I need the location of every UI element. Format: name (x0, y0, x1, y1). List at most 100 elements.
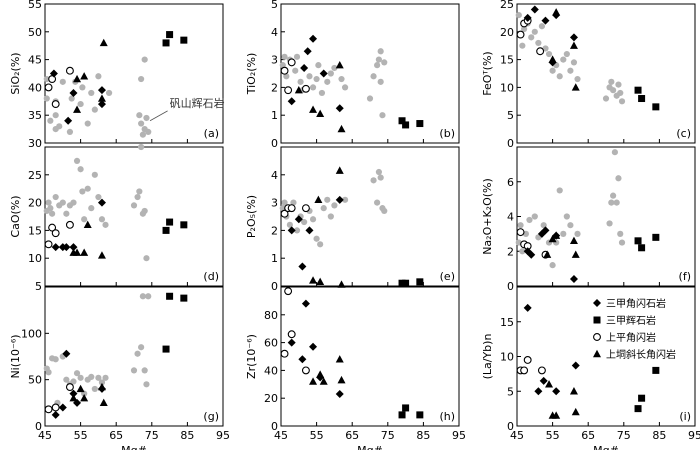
square-point (402, 279, 410, 287)
square-point (162, 226, 170, 234)
gray-point (138, 344, 145, 351)
panel-frame (280, 146, 460, 287)
gray-point (70, 378, 77, 385)
gray-point (63, 210, 70, 217)
panel-frame (44, 286, 224, 427)
gray-point (374, 199, 381, 206)
diamond-point (51, 243, 60, 252)
y-axis-label: Na₂O+K₂O(%) (481, 178, 494, 255)
gray-point (145, 128, 152, 135)
circle-point (516, 30, 525, 39)
circle-point (284, 287, 293, 296)
y-tick-label: 1 (271, 109, 278, 122)
gray-point (141, 207, 148, 215)
gray-point (52, 112, 59, 119)
gray-point (574, 75, 581, 83)
gray-point (338, 75, 345, 83)
diamond-point (301, 299, 310, 308)
circle-point (280, 66, 289, 75)
gray-point (279, 205, 286, 212)
diamond-point (62, 349, 71, 358)
y-tick-label: 80 (264, 309, 278, 322)
square-point (402, 404, 410, 412)
gray-point (70, 199, 77, 206)
triangle-point (337, 375, 346, 384)
gray-point (105, 89, 113, 97)
x-tick-label: 55 (74, 429, 88, 442)
x-tick-label: 55 (310, 429, 324, 442)
y-tick-label: 30 (28, 137, 42, 150)
gray-point (563, 213, 570, 220)
diamond-point (527, 250, 536, 259)
diamond-point (287, 338, 296, 347)
x-tick-label: 95 (216, 429, 230, 442)
y-tick-label: 20 (264, 392, 278, 405)
panel-tag: (h) (439, 410, 455, 423)
triangle-point (335, 60, 344, 69)
panel-frame (516, 3, 696, 144)
triangle-point (309, 105, 318, 113)
gray-point (526, 216, 533, 224)
y-tick-label: 5 (271, 0, 278, 11)
y-tick-label: 50 (28, 374, 42, 387)
circle-point (44, 83, 53, 92)
gray-point (98, 216, 106, 223)
diamond-point (309, 342, 318, 351)
circle-point (65, 66, 74, 75)
gray-point (318, 89, 326, 97)
x-tick-label: 85 (180, 429, 194, 442)
gray-point (145, 293, 152, 300)
gray-point (563, 50, 570, 58)
diamond-point (523, 13, 532, 22)
gray-point (45, 199, 52, 206)
square-point (652, 103, 660, 111)
gray-point (617, 89, 624, 97)
x-tick-label: 75 (617, 429, 631, 442)
gray-point (301, 218, 308, 226)
y-tick-label: 2 (271, 81, 278, 94)
circle-point (280, 349, 289, 358)
gray-point (81, 216, 88, 223)
square-point (166, 292, 174, 300)
square-point (166, 31, 174, 39)
gray-point (88, 373, 95, 380)
gray-point (143, 381, 150, 388)
triangle-point (309, 377, 318, 385)
square-point (634, 237, 642, 245)
y-tick-label: 20 (500, 26, 514, 39)
diamond-point (571, 361, 580, 370)
gray-point (52, 356, 59, 363)
panel-g: 0 50 100 45 55 65 75 85 95 Ni(10⁻⁶) Mg# (g) (9, 286, 230, 450)
legend-marker-triangle (593, 349, 601, 358)
gray-point (297, 78, 304, 85)
y-tick-label: 25 (500, 0, 514, 11)
y-tick-label: 5 (35, 280, 42, 293)
triangle-point (337, 280, 346, 288)
diamond-point (287, 97, 296, 106)
diamond-point (97, 86, 106, 95)
triangle-point (69, 394, 78, 402)
gray-point (370, 73, 377, 80)
gray-point (570, 59, 578, 66)
gray-point (519, 42, 526, 49)
gray-point (63, 376, 70, 383)
diamond-point (62, 243, 71, 252)
diamond-point (305, 226, 314, 235)
diamond-point (298, 262, 307, 271)
gray-point (286, 221, 293, 228)
panel-tag: (f) (679, 270, 691, 283)
y-tick-label: 3 (271, 54, 278, 67)
gray-point (143, 255, 150, 262)
triangle-point (73, 74, 82, 83)
gray-point (98, 379, 106, 386)
diamond-point (69, 389, 78, 398)
triangle-point (571, 407, 580, 416)
y-tick-label: 4 (271, 169, 278, 182)
gray-point (517, 222, 524, 229)
gray-point (138, 120, 145, 127)
gray-point (79, 84, 86, 91)
panel-tag: (c) (676, 127, 691, 140)
gray-point (341, 84, 349, 91)
x-tick-label: 85 (652, 429, 666, 442)
circle-point (65, 220, 74, 229)
